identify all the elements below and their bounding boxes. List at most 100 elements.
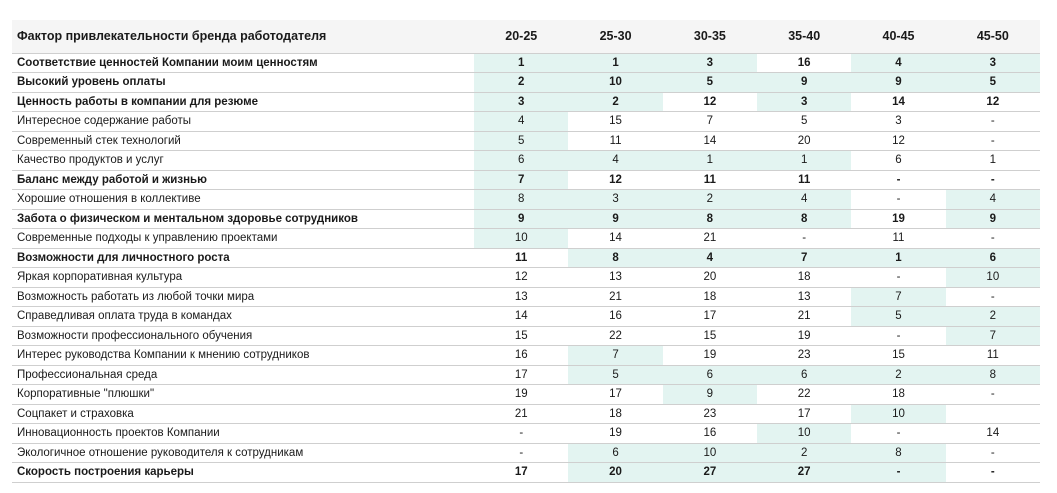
rank-cell: 3 <box>757 92 852 112</box>
table-row: Инновационность проектов Компании - 19 16 10… <box>12 423 1040 443</box>
rank-cell: 2 <box>474 72 569 92</box>
rank-cell: 21 <box>514 407 528 420</box>
rank-cell: - <box>896 193 901 206</box>
factor-label: Интерес руководства Компании к мнению со… <box>17 349 310 362</box>
rank-cell: 12 <box>703 95 717 108</box>
rank-cell: - <box>519 427 524 440</box>
rank-cell: 4 <box>851 53 946 73</box>
rank-cell: 5 <box>851 306 946 326</box>
table-row: Возможность работать из любой точки мира… <box>12 287 1040 307</box>
rank-cell: 27 <box>662 462 758 482</box>
rank-cell: 11 <box>515 251 528 264</box>
rank-cell: 17 <box>703 310 717 323</box>
table-row: Современный стек технологий 5 11 14 20 12 - <box>12 131 1040 151</box>
rank-cell: 5 <box>800 115 808 128</box>
rank-cell: 2 <box>662 189 758 209</box>
rank-cell: - <box>990 173 995 186</box>
rank-cell: 1 <box>568 53 663 73</box>
factor-label: Качество продуктов и услуг <box>17 154 164 167</box>
rank-cell: 19 <box>514 388 528 401</box>
rank-cell: 11 <box>703 173 716 186</box>
rank-cell: - <box>990 232 995 245</box>
rank-cell: 3 <box>895 115 902 128</box>
rank-cell: 17 <box>514 466 528 479</box>
rank-cell: 5 <box>474 131 569 151</box>
rank-cell: 1 <box>757 150 852 170</box>
rank-cell: 3 <box>662 53 758 73</box>
factor-label: Соцпакет и страховка <box>17 407 134 420</box>
table-row: Современные подходы к управлению проекта… <box>12 228 1040 248</box>
rank-cell: 16 <box>609 310 622 323</box>
rank-cell: 3 <box>568 189 663 209</box>
factor-label: Баланс между работой и жизнью <box>17 173 207 186</box>
rank-cell: 10 <box>568 72 663 92</box>
rank-cell: 20 <box>568 462 663 482</box>
rank-cell: 6 <box>895 154 902 167</box>
rank-cell: 16 <box>797 56 811 69</box>
rank-cell: 18 <box>797 271 811 284</box>
rank-cell: 16 <box>514 349 528 362</box>
rank-cell: 12 <box>892 134 905 147</box>
rank-cell: 14 <box>609 232 622 245</box>
rank-cell: 7 <box>568 345 663 365</box>
rank-cell: 14 <box>892 95 905 108</box>
rank-cell: 3 <box>474 92 569 112</box>
factor-label: Экологичное отношение руководителя к сот… <box>17 446 304 459</box>
rank-cell: 2 <box>757 443 852 463</box>
rank-cell: 4 <box>757 189 852 209</box>
table-row: Качество продуктов и услуг 6 4 1 1 6 1 <box>12 150 1040 170</box>
rank-cell: 2 <box>568 92 663 112</box>
rank-cell: 9 <box>568 209 663 229</box>
factor-label: Возможности для личностного роста <box>17 251 230 264</box>
rank-cell: - <box>990 290 995 303</box>
rank-cell: 4 <box>568 150 663 170</box>
rank-cell: 23 <box>703 407 717 420</box>
rank-cell: 3 <box>945 53 1040 73</box>
rank-cell: 12 <box>514 271 528 284</box>
table-row: Скорость построения карьеры 17 20 27 27- - <box>12 462 1040 482</box>
rank-cell: 9 <box>757 72 852 92</box>
table-row: Профессиональная среда 17 5 6 6 2 8 <box>12 365 1040 385</box>
rank-cell: - <box>990 446 995 459</box>
table-header: Фактор привлекательности бренда работода… <box>12 20 1040 53</box>
rank-cell: 9 <box>662 384 758 404</box>
rank-cell: 18 <box>892 388 905 401</box>
header-age: 35-40 <box>788 29 821 44</box>
rank-cell: 27 <box>757 462 852 482</box>
factor-label: Возможности профессионального обучения <box>17 329 253 342</box>
rank-cell: 4 <box>474 111 569 131</box>
table-row: Соответствие ценностей Компании моим цен… <box>12 53 1040 73</box>
table-row: Возможности для личностного роста 11 8 4 7 1 6 <box>12 248 1040 268</box>
rank-cell: 21 <box>703 232 717 245</box>
rank-cell: 15 <box>703 329 717 342</box>
rank-cell: 4 <box>662 248 758 268</box>
table-row: Интерес руководства Компании к мнению со… <box>12 345 1040 365</box>
rank-cell: 1 <box>989 154 997 167</box>
table-row: Яркая корпоративная культура 12 13 20 18 - 10 <box>12 267 1040 287</box>
rank-cell: - <box>990 388 995 401</box>
rank-cell: 8 <box>945 365 1040 385</box>
rank-cell: - <box>519 446 524 459</box>
rank-cell: 1 <box>662 150 758 170</box>
rank-cell: 22 <box>609 329 622 342</box>
factor-label: Хорошие отношения в коллективе <box>17 193 201 206</box>
header-age: 25-30 <box>599 29 632 44</box>
rank-cell: 18 <box>609 407 622 420</box>
table-row: Экологичное отношение руководителя к сот… <box>12 443 1040 463</box>
rank-cell: 22 <box>797 388 811 401</box>
rank-cell: 12 <box>986 95 1000 108</box>
rank-cell: 8 <box>662 209 758 229</box>
table-row: Корпоративные "плюшки" 19 17 9 22 18 - <box>12 384 1040 404</box>
rank-cell: 14 <box>703 134 717 147</box>
rank-cell: 15 <box>514 329 528 342</box>
factor-label: Интересное содержание работы <box>17 115 192 128</box>
rank-cell: 7 <box>851 287 946 307</box>
factor-label: Справедливая оплата труда в командах <box>17 310 232 323</box>
header-age: 30-35 <box>693 29 726 44</box>
rank-cell: 6 <box>945 248 1040 268</box>
rank-cell: 5 <box>945 72 1040 92</box>
rank-cell: 19 <box>703 349 717 362</box>
header-age: 40-45 <box>882 29 915 44</box>
ranking-table-container: Фактор привлекательности бренда работода… <box>12 20 1040 483</box>
rank-cell: - <box>896 427 901 440</box>
